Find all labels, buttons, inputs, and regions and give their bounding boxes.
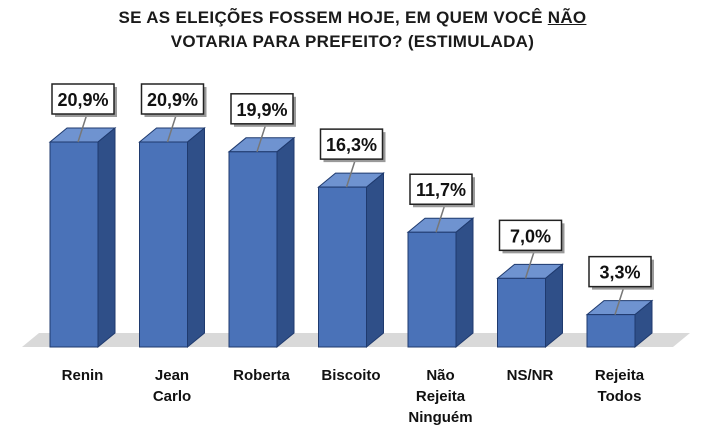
data-label: 20,9% bbox=[57, 90, 108, 110]
data-label: 11,7% bbox=[416, 180, 466, 200]
bar-side-face bbox=[97, 126, 116, 349]
data-label-leader bbox=[614, 286, 625, 315]
data-label: 19,9% bbox=[236, 100, 287, 120]
bar-side-face bbox=[187, 126, 205, 349]
bar bbox=[497, 277, 546, 348]
title-line2: VOTARIA PARA PREFEITO? (ESTIMULADA) bbox=[170, 32, 535, 51]
category-label: Jean Carlo bbox=[152, 367, 192, 405]
data-label-box bbox=[140, 83, 205, 115]
data-label-box bbox=[230, 93, 294, 125]
bar bbox=[49, 141, 99, 348]
category-label: Biscoito bbox=[321, 367, 381, 384]
bar-side-face bbox=[455, 217, 474, 349]
data-label-leader bbox=[435, 204, 446, 233]
data-label-leader bbox=[256, 123, 267, 153]
category-label: Roberta bbox=[233, 367, 290, 384]
data-label-box bbox=[51, 83, 115, 115]
bar bbox=[318, 186, 367, 348]
data-label-leader bbox=[166, 113, 178, 143]
bar-side-face bbox=[545, 263, 563, 349]
bar bbox=[407, 231, 457, 348]
chart-title: SE AS ELEIÇÕES FOSSEM HOJE, EM QUEM VOCÊ… bbox=[0, 6, 705, 54]
data-label: 20,9% bbox=[147, 90, 198, 110]
data-label-box bbox=[409, 173, 473, 205]
category-label: NS/NR bbox=[506, 367, 554, 384]
bar bbox=[228, 151, 278, 348]
data-label: 7,0% bbox=[510, 226, 551, 246]
data-label-leader bbox=[345, 158, 357, 188]
data-label-box bbox=[319, 128, 384, 160]
data-label-box bbox=[588, 255, 652, 288]
bar bbox=[586, 314, 636, 348]
category-label: Rejeita Todos bbox=[594, 367, 645, 405]
bar bbox=[139, 141, 188, 348]
data-label: 16,3% bbox=[326, 135, 377, 155]
category-label: Não Rejeita Ninguém bbox=[408, 367, 473, 426]
title-line1-text: SE AS ELEIÇÕES FOSSEM HOJE, EM QUEM VOCÊ bbox=[118, 8, 548, 27]
bar-side-face bbox=[276, 136, 295, 349]
title-underlined-word: NÃO bbox=[547, 8, 587, 27]
data-label-leader bbox=[524, 250, 536, 279]
category-label: Renin bbox=[61, 367, 104, 384]
data-label-leader bbox=[77, 113, 88, 143]
data-label: 3,3% bbox=[599, 263, 640, 283]
data-label-box bbox=[498, 219, 563, 252]
bar-side-face bbox=[366, 172, 384, 349]
